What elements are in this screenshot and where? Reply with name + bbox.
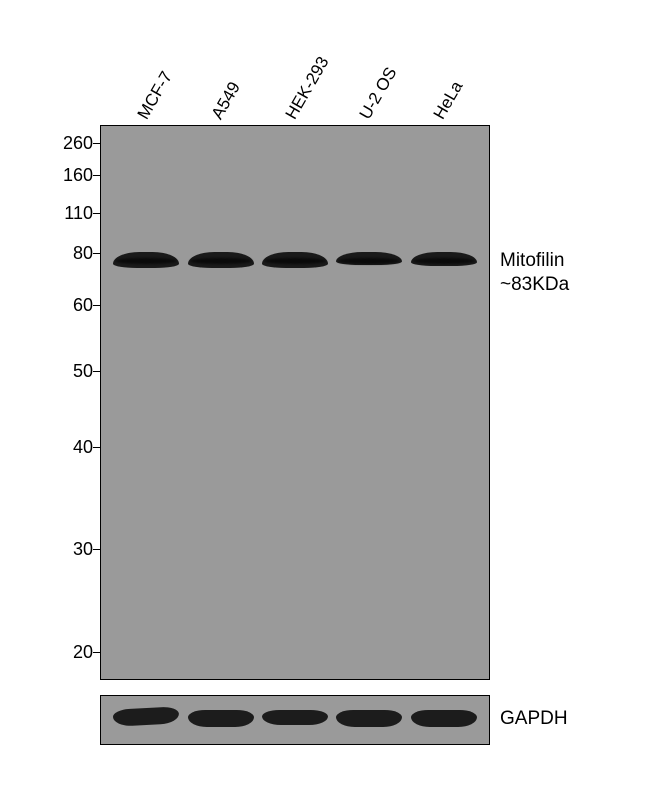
lane-labels-group: MCF-7 A549 HEK-293 U-2 OS HeLa — [117, 35, 497, 125]
lane-label: HeLa — [430, 78, 468, 123]
band-lane-2 — [188, 252, 254, 268]
mw-tick — [93, 447, 100, 448]
mw-marker: 60 — [73, 295, 93, 316]
mw-tick — [93, 549, 100, 550]
band-lane-3 — [262, 252, 328, 268]
band-lane-4 — [336, 252, 402, 265]
blot-figure: MCF-7 A549 HEK-293 U-2 OS HeLa 260 160 1… — [55, 35, 595, 775]
lane-label: MCF-7 — [134, 68, 177, 123]
mw-marker: 40 — [73, 437, 93, 458]
loading-control-membrane — [100, 695, 490, 745]
mw-marker: 260 — [63, 133, 93, 154]
mw-marker: 30 — [73, 539, 93, 560]
loading-control-name: GAPDH — [500, 707, 568, 731]
mw-marker: 110 — [64, 203, 93, 224]
gapdh-band-row — [101, 710, 489, 727]
mw-tick — [93, 143, 100, 144]
protein-name: Mitofilin — [500, 249, 569, 273]
protein-size: ~83KDa — [500, 273, 569, 297]
lane-label: U-2 OS — [356, 64, 402, 123]
mw-marker: 20 — [73, 642, 93, 663]
lane-label: A549 — [208, 79, 245, 123]
gapdh-band-lane-4 — [336, 710, 402, 727]
mw-tick — [93, 371, 100, 372]
mw-marker: 80 — [73, 243, 93, 264]
mw-tick — [93, 652, 100, 653]
loading-control-annotation: GAPDH — [500, 707, 568, 731]
mw-tick — [93, 175, 100, 176]
protein-annotation: Mitofilin ~83KDa — [500, 249, 569, 297]
mw-tick — [93, 305, 100, 306]
lane-label: HEK-293 — [282, 53, 334, 123]
mw-tick — [93, 253, 100, 254]
gapdh-band-lane-3 — [262, 710, 328, 725]
gapdh-band-lane-5 — [411, 710, 477, 727]
main-blot-membrane — [100, 125, 490, 680]
gapdh-band-lane-1 — [113, 706, 180, 726]
mitofilin-band-row — [101, 252, 489, 268]
gapdh-band-lane-2 — [188, 710, 254, 727]
band-lane-1 — [113, 252, 179, 268]
mw-marker: 50 — [73, 361, 93, 382]
mw-tick — [93, 213, 100, 214]
band-lane-5 — [411, 252, 477, 266]
mw-marker: 160 — [63, 165, 93, 186]
